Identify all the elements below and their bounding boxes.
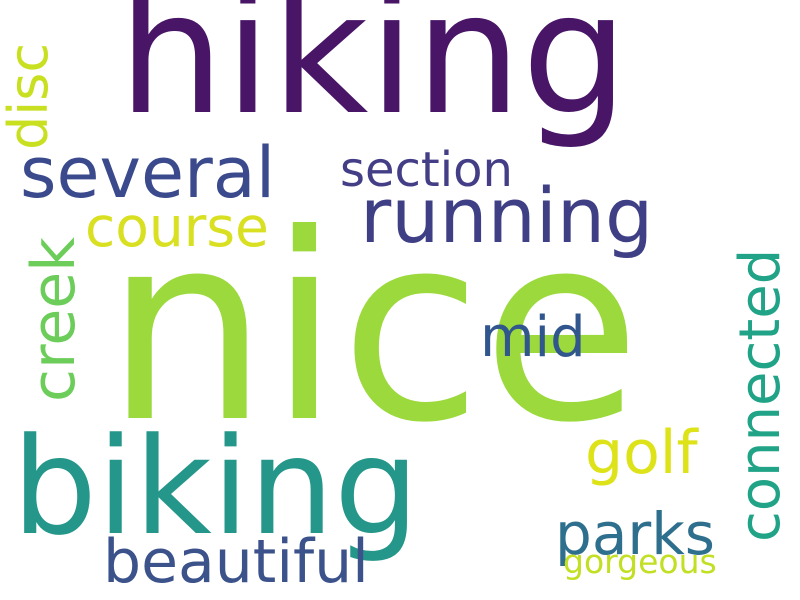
word-parks: parks bbox=[555, 500, 716, 568]
word-section: section bbox=[340, 142, 513, 198]
word-connected: connected bbox=[728, 248, 793, 542]
word-beautiful: beautiful bbox=[103, 527, 369, 597]
word-nice: nice bbox=[105, 179, 641, 479]
word-gorgeous: gorgeous bbox=[563, 542, 717, 581]
word-golf: golf bbox=[585, 418, 698, 488]
word-creek: creek bbox=[19, 237, 89, 402]
word-course: course bbox=[85, 195, 269, 259]
word-disc: disc bbox=[0, 42, 60, 150]
word-hiking: hiking bbox=[118, 0, 629, 152]
word-biking: biking bbox=[12, 409, 420, 565]
word-mid: mid bbox=[480, 305, 586, 370]
word-several: several bbox=[20, 132, 276, 214]
word-running: running bbox=[360, 171, 654, 260]
